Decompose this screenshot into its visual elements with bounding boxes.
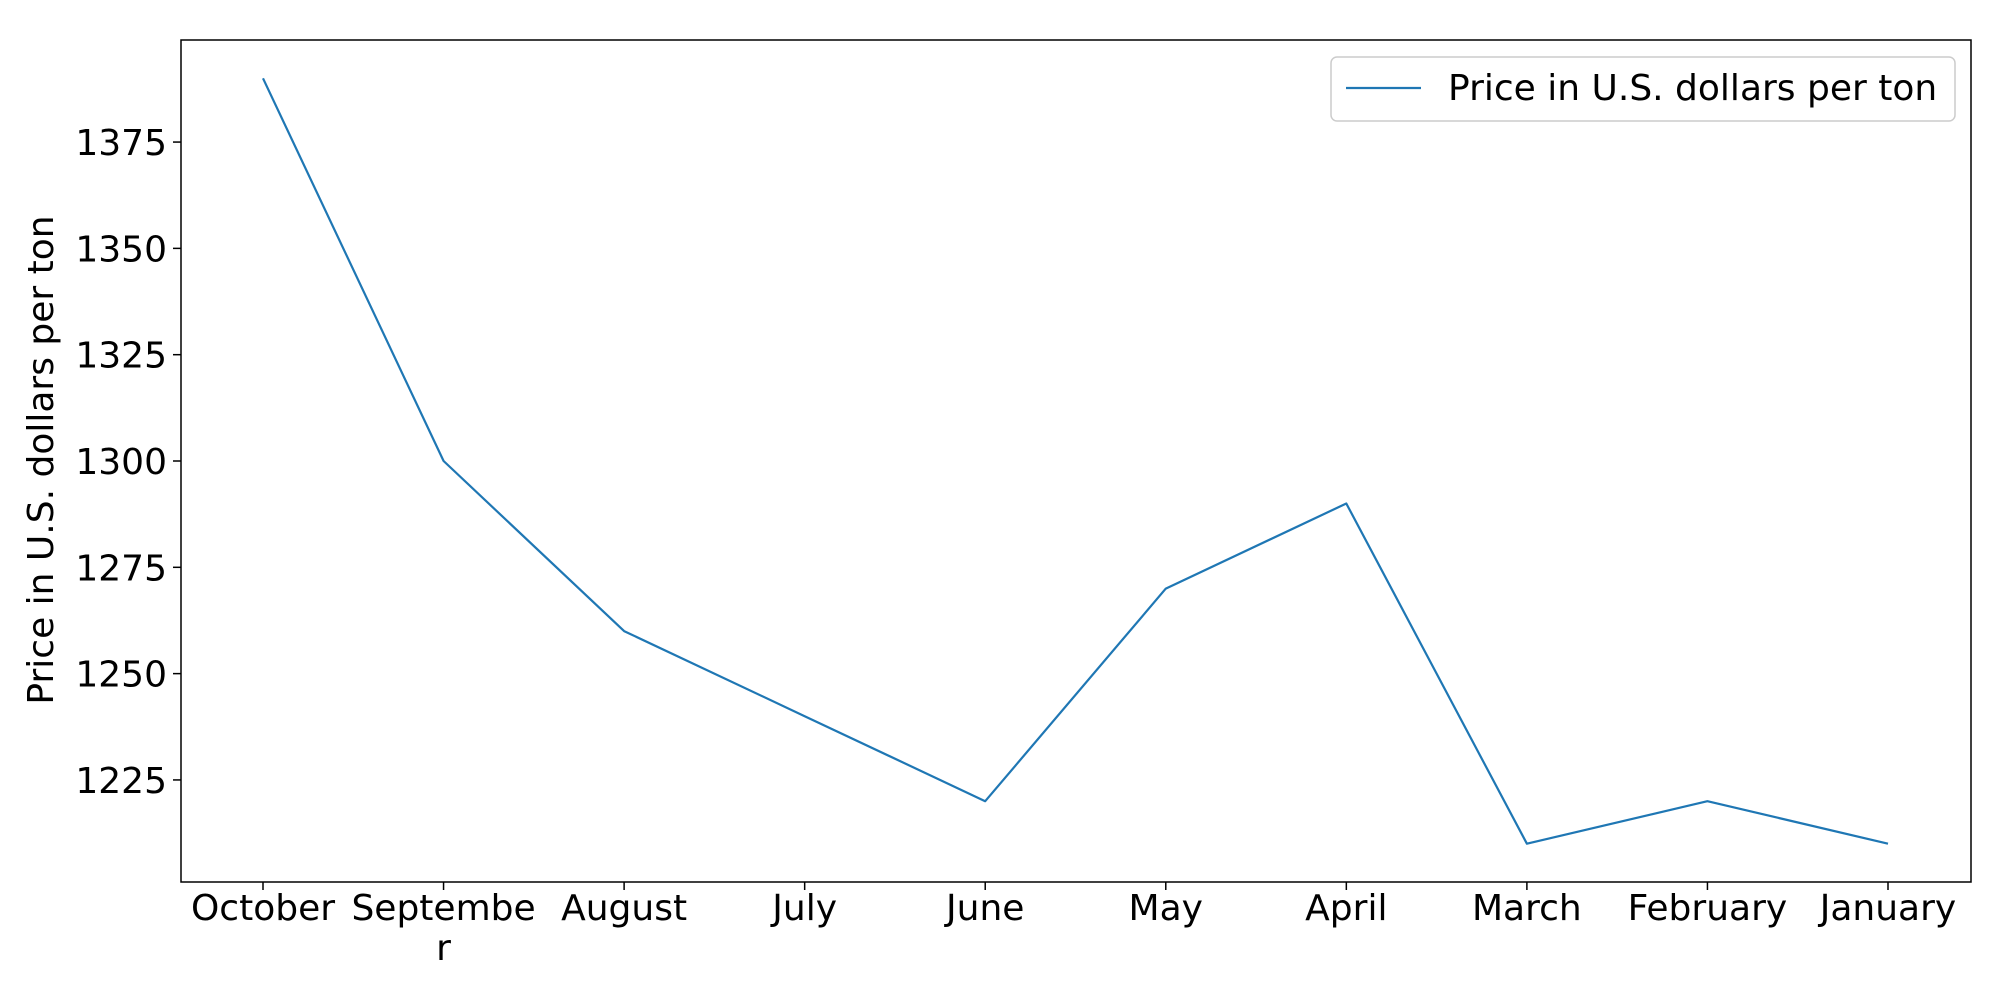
x-tick-label: January (1818, 888, 1956, 929)
y-tick-label: 1300 (75, 442, 167, 483)
y-tick-label: 1225 (75, 761, 167, 802)
y-tick-label: 1375 (75, 123, 167, 164)
legend-box (1330, 56, 1956, 122)
y-tick-label: 1250 (75, 655, 167, 696)
legend: Price in U.S. dollars per ton (1330, 56, 1956, 122)
legend-label: Price in U.S. dollars per ton (1448, 68, 1937, 109)
x-tick-label: May (1129, 888, 1203, 929)
x-axis: October Septembe r August July June May April Ma… (191, 882, 1956, 969)
x-tick-label: March (1472, 888, 1582, 929)
y-tick-label: 1275 (75, 548, 167, 589)
x-tick-label: August (561, 888, 687, 929)
y-axis-label: Price in U.S. dollars per ton (21, 215, 62, 704)
y-tick-label: 1325 (75, 336, 167, 377)
x-tick-label: June (944, 888, 1024, 929)
x-tick-label: April (1305, 888, 1387, 929)
x-tick-label: February (1628, 888, 1788, 929)
x-tick-label: Septembe r (351, 888, 535, 969)
y-axis: 1225 1250 1275 1300 1325 1350 1375 (75, 123, 181, 802)
series-line (262, 77, 1889, 845)
x-tick-label: July (770, 888, 837, 929)
y-tick-label: 1350 (75, 229, 167, 270)
x-tick-label: October (191, 888, 335, 929)
